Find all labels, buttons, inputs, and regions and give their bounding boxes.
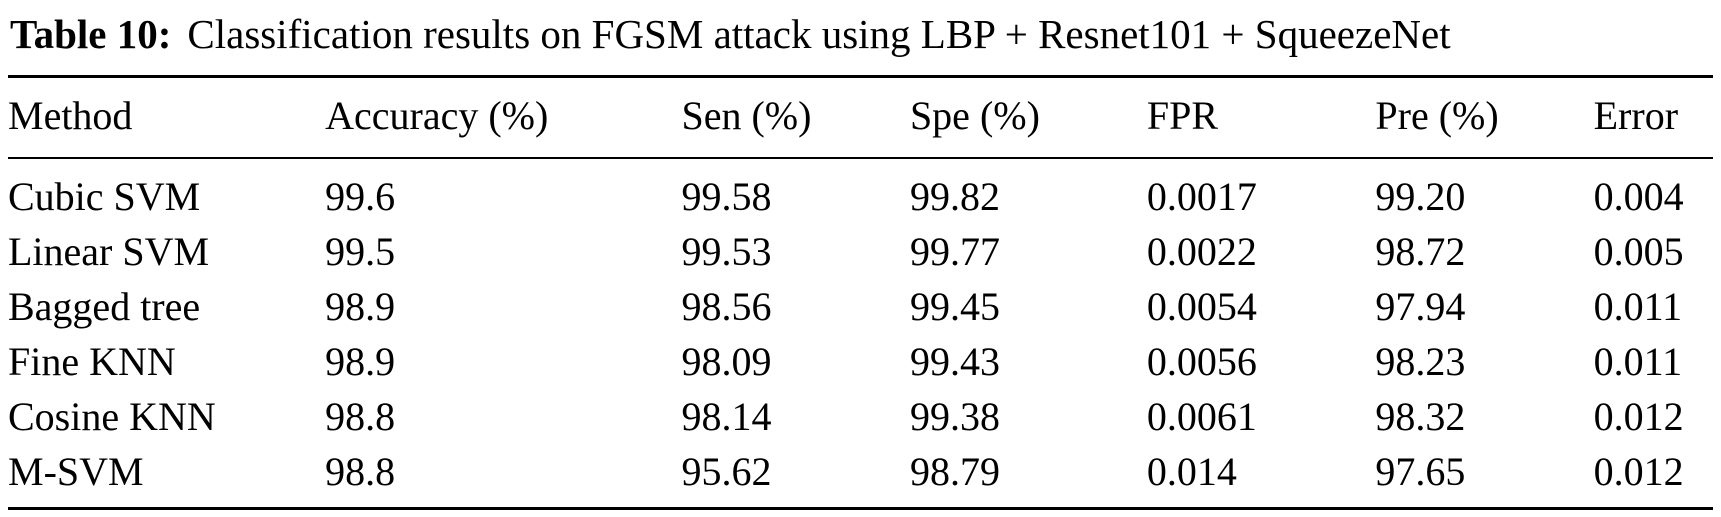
value-cell: 98.32 bbox=[1375, 394, 1466, 440]
value-cell: 0.005 bbox=[1593, 229, 1684, 275]
value-cell: 0.012 bbox=[1593, 449, 1684, 495]
table-row: Fine KNN 98.9 98.09 99.43 0.0056 98.23 0.011 bbox=[8, 334, 1713, 389]
results-table: Method Accuracy (%) Sen (%) Spe (%) FPR Pre (… bbox=[8, 75, 1713, 511]
table-row: Cosine KNN 98.8 98.14 99.38 0.0061 98.32 0.012 bbox=[8, 389, 1713, 444]
column-header: Spe (%) bbox=[909, 76, 1147, 160]
value-cell: 99.82 bbox=[909, 174, 1000, 220]
value-cell: 98.8 bbox=[325, 394, 396, 440]
value-cell: 98.56 bbox=[681, 284, 772, 330]
value-cell: 95.62 bbox=[681, 449, 772, 495]
table-caption-label: Table 10: bbox=[10, 11, 172, 57]
column-header: Error bbox=[1593, 76, 1713, 160]
value-cell: 99.38 bbox=[909, 394, 1000, 440]
value-cell: 0.012 bbox=[1593, 394, 1684, 440]
value-cell: 99.5 bbox=[325, 229, 396, 275]
column-header: Sen (%) bbox=[681, 76, 910, 160]
method-cell: Bagged tree bbox=[8, 284, 201, 330]
method-cell: Fine KNN bbox=[8, 339, 176, 385]
table-row: Cubic SVM 99.6 99.58 99.82 0.0017 99.20 0.004 bbox=[8, 158, 1713, 224]
table-caption-text: Classification results on FGSM attack us… bbox=[187, 11, 1451, 57]
table-caption: Table 10: Classification results on FGSM … bbox=[10, 10, 1713, 59]
column-header: Method bbox=[8, 76, 326, 160]
table-body: Cubic SVM 99.6 99.58 99.82 0.0017 99.20 0.004 L… bbox=[8, 158, 1713, 509]
method-cell: M-SVM bbox=[8, 449, 144, 495]
value-cell: 99.45 bbox=[909, 284, 1000, 330]
column-header: Pre (%) bbox=[1375, 76, 1594, 160]
method-cell: Linear SVM bbox=[8, 229, 210, 275]
value-cell: 98.8 bbox=[325, 449, 396, 495]
value-cell: 98.14 bbox=[681, 394, 772, 440]
table-row: Bagged tree 98.9 98.56 99.45 0.0054 97.94 0.01… bbox=[8, 279, 1713, 334]
value-cell: 98.79 bbox=[909, 449, 1000, 495]
value-cell: 98.09 bbox=[681, 339, 772, 385]
value-cell: 97.65 bbox=[1375, 449, 1466, 495]
value-cell: 97.94 bbox=[1375, 284, 1466, 330]
value-cell: 0.0017 bbox=[1146, 174, 1257, 220]
value-cell: 0.0022 bbox=[1146, 229, 1257, 275]
value-cell: 99.43 bbox=[909, 339, 1000, 385]
value-cell: 99.77 bbox=[909, 229, 1000, 275]
value-cell: 98.23 bbox=[1375, 339, 1466, 385]
value-cell: 0.014 bbox=[1146, 449, 1237, 495]
value-cell: 0.0056 bbox=[1146, 339, 1257, 385]
value-cell: 99.53 bbox=[681, 229, 772, 275]
value-cell: 99.58 bbox=[681, 174, 772, 220]
table-row: Linear SVM 99.5 99.53 99.77 0.0022 98.72 0.005 bbox=[8, 224, 1713, 279]
value-cell: 0.0054 bbox=[1146, 284, 1257, 330]
table-head-row: Method Accuracy (%) Sen (%) Spe (%) FPR Pre (… bbox=[8, 76, 1713, 160]
value-cell: 0.004 bbox=[1593, 174, 1684, 220]
table-header: Method Accuracy (%) Sen (%) Spe (%) FPR Pre (… bbox=[8, 76, 1713, 160]
method-cell: Cosine KNN bbox=[8, 394, 216, 440]
value-cell: 0.0061 bbox=[1146, 394, 1257, 440]
value-cell: 98.9 bbox=[325, 284, 396, 330]
value-cell: 99.20 bbox=[1375, 174, 1466, 220]
value-cell: 0.011 bbox=[1593, 284, 1683, 330]
value-cell: 98.9 bbox=[325, 339, 396, 385]
column-header: Accuracy (%) bbox=[325, 76, 682, 160]
table-row: M-SVM 98.8 95.62 98.79 0.014 97.65 0.012 bbox=[8, 444, 1713, 509]
value-cell: 99.6 bbox=[325, 174, 396, 220]
method-cell: Cubic SVM bbox=[8, 174, 201, 220]
value-cell: 98.72 bbox=[1375, 229, 1466, 275]
value-cell: 0.011 bbox=[1593, 339, 1683, 385]
column-header: FPR bbox=[1146, 76, 1376, 160]
